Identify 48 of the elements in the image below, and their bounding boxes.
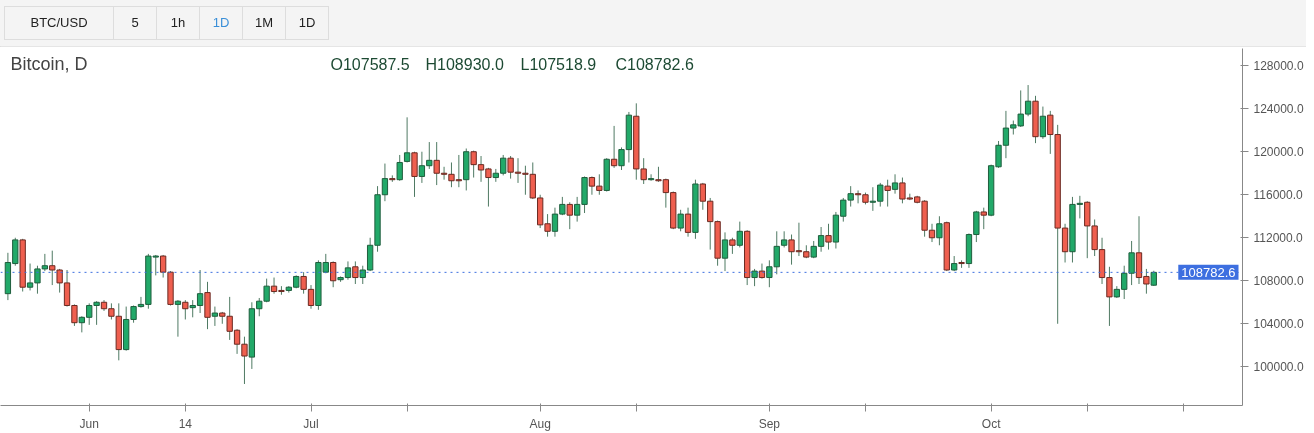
candlestick bbox=[936, 215, 943, 246]
y-tick-label: 124000.0 bbox=[1253, 102, 1304, 117]
y-tick-label: 120000.0 bbox=[1253, 145, 1304, 160]
candlestick bbox=[330, 260, 337, 288]
candlestick bbox=[1039, 106, 1047, 140]
candlestick bbox=[684, 207, 692, 238]
x-tick-label: Jul bbox=[303, 416, 319, 431]
y-tick-label: 128000.0 bbox=[1253, 59, 1304, 74]
x-tick-label: Jun bbox=[79, 416, 99, 431]
candlestick bbox=[884, 179, 891, 208]
x-tick-label: Aug bbox=[529, 416, 551, 431]
candlestick bbox=[736, 221, 743, 248]
candlestick bbox=[758, 263, 766, 280]
text: 1h bbox=[156, 6, 200, 40]
candlestick bbox=[174, 299, 182, 338]
annotation: C108782.6 bbox=[615, 55, 694, 73]
candlestick bbox=[677, 209, 684, 232]
text: BTC/USD bbox=[4, 6, 114, 40]
x-tick-label: Sep bbox=[758, 416, 781, 431]
candlestick bbox=[411, 151, 418, 198]
text: 1D bbox=[199, 6, 243, 40]
y-tick-label: 108000.0 bbox=[1253, 274, 1304, 289]
candlestick bbox=[610, 125, 618, 169]
annotation: H108930.0 bbox=[425, 55, 504, 73]
text: 5 bbox=[113, 6, 157, 40]
y-tick-label: 100000.0 bbox=[1253, 360, 1304, 375]
candlestick bbox=[780, 230, 788, 248]
candlestick bbox=[396, 154, 403, 182]
x-tick-label: Oct bbox=[981, 416, 1002, 431]
y-tick-label: 104000.0 bbox=[1253, 317, 1304, 332]
candlestick bbox=[721, 231, 729, 272]
candlestick bbox=[647, 173, 655, 182]
x-tick-label: 14 bbox=[178, 416, 193, 431]
candlestick bbox=[403, 116, 411, 163]
candlestick bbox=[182, 299, 189, 320]
candlestick bbox=[891, 173, 899, 195]
candlestick bbox=[980, 207, 987, 230]
candlestick bbox=[211, 306, 219, 327]
candlestick bbox=[825, 223, 832, 251]
text: 1D bbox=[285, 6, 329, 40]
annotation: O107587.5 bbox=[330, 55, 410, 73]
annotation: L107518.9 bbox=[520, 55, 597, 73]
y-tick-label: 116000.0 bbox=[1253, 188, 1303, 203]
text: 1M bbox=[242, 6, 286, 40]
chart-title: Bitcoin, D bbox=[10, 53, 88, 74]
ref-line-label: 108782.6 bbox=[1181, 264, 1236, 280]
y-tick-label: 112000.0 bbox=[1253, 231, 1303, 246]
candlestick bbox=[566, 201, 573, 230]
